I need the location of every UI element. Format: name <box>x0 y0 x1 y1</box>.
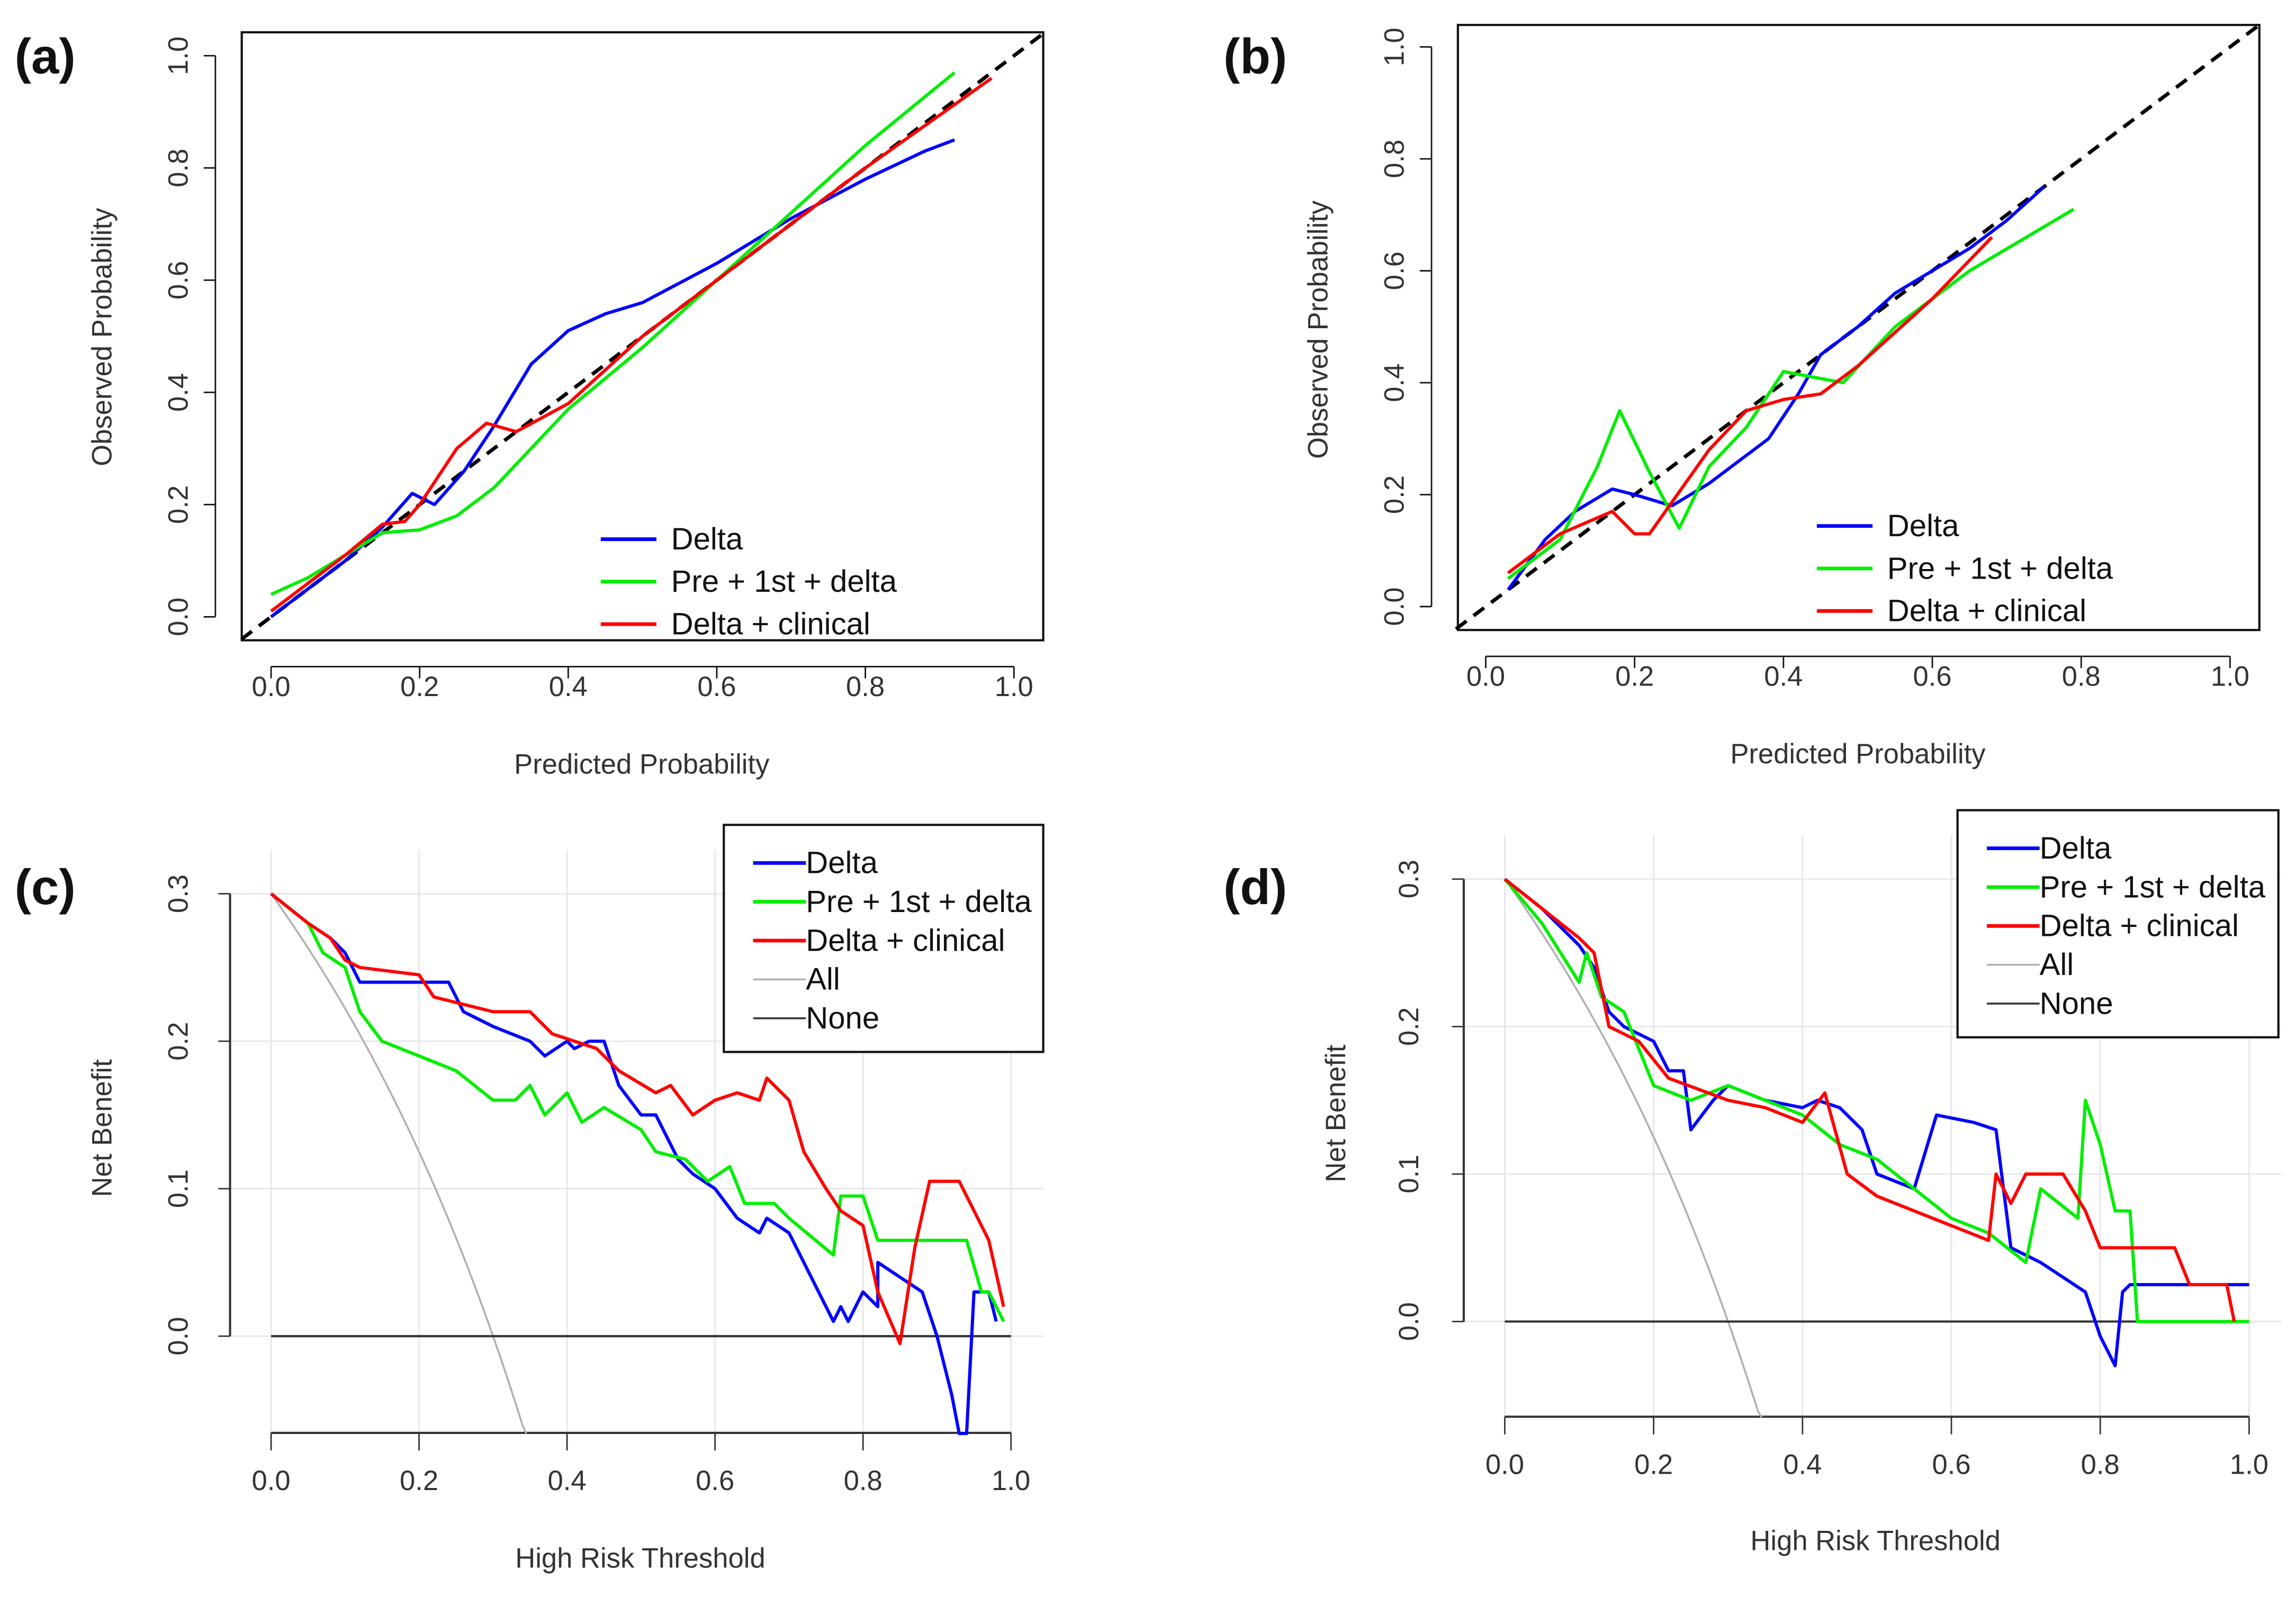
series-line-delta-clinical <box>1507 236 1993 574</box>
series-line-delta-clinical <box>1503 878 2236 1322</box>
legend-label: None <box>2040 986 2113 1021</box>
y-tick-label: 0.2 <box>1393 1007 1425 1046</box>
series-line-delta <box>270 138 956 618</box>
y-tick-label: 0.4 <box>1379 363 1410 402</box>
y-tick-label: 0.0 <box>163 598 194 636</box>
x-tick-label: 0.0 <box>1485 1449 1524 1480</box>
x-tick-label: 1.0 <box>995 671 1033 702</box>
x-tick-label: 0.4 <box>1783 1449 1822 1480</box>
series-line-delta-clinical <box>270 892 1005 1346</box>
x-axis-title: Predicted Probability <box>514 748 770 780</box>
plot-frame <box>1456 24 2261 631</box>
x-tick-label: 1.0 <box>992 1465 1030 1496</box>
y-tick-label: 0.2 <box>1379 475 1410 514</box>
y-axis-title: Observed Probability <box>1303 200 1334 459</box>
y-tick-label: 0.0 <box>163 1317 194 1356</box>
legend-label: Delta <box>2040 831 2112 865</box>
y-tick-label: 0.0 <box>1393 1302 1425 1341</box>
x-tick-label: 0.4 <box>549 671 588 702</box>
series-line-pre-1st-delta <box>1507 207 2075 580</box>
y-tick-label: 1.0 <box>163 37 194 75</box>
legend-label: Delta + clinical <box>671 607 870 642</box>
panel-d: (d) 0.0 0.2 0.4 0.6 0.8 1.0 0.0 0.1 0.2 0.3 High Ri… <box>1223 809 2282 1556</box>
panel-b: (b) 0.0 0.2 0.4 0.6 0.8 1.0 0.0 0.2 0.4 0.6 0.8 1.0 P… <box>1223 23 2261 770</box>
x-tick-label: 0.2 <box>1634 1449 1673 1480</box>
panel-c: (c) 0.0 0.2 0.4 0.6 0.8 1.0 0.0 0.1 0.2 0.3 High Ri… <box>15 824 1045 1574</box>
legend-label: Delta + clinical <box>2040 909 2239 943</box>
x-tick-label: 0.2 <box>400 1465 438 1496</box>
series-line-delta <box>1507 185 2045 591</box>
y-tick-label: 0.2 <box>163 1022 194 1060</box>
x-tick-label: 0.0 <box>251 1465 290 1496</box>
x-tick-label: 0.8 <box>2062 661 2101 692</box>
legend-label: Pre + 1st + delta <box>806 885 1032 919</box>
x-tick-label: 0.6 <box>1932 1449 1970 1480</box>
legend-label: All <box>806 962 840 997</box>
y-tick-label: 0.4 <box>163 373 194 412</box>
panel-label: (b) <box>1223 28 1287 84</box>
panel-label: (d) <box>1223 859 1287 915</box>
panel-label: (a) <box>15 28 76 84</box>
y-axis-title: Observed Probability <box>86 207 118 466</box>
x-tick-label: 0.4 <box>548 1465 587 1496</box>
legend-label: None <box>806 1001 879 1035</box>
legend-label: Delta <box>806 846 878 880</box>
reference-diagonal-line <box>1455 23 2261 630</box>
y-tick-label: 0.6 <box>1379 251 1410 290</box>
legend-label: Delta <box>1887 509 1959 543</box>
x-tick-label: 0.6 <box>697 671 736 702</box>
legend-label: Pre + 1st + delta <box>671 564 897 599</box>
y-tick-label: 0.2 <box>163 485 194 524</box>
x-tick-label: 0.0 <box>1466 661 1505 692</box>
legend-label: Delta <box>671 522 743 556</box>
series-line-pre-1st-delta <box>1503 878 2249 1323</box>
y-tick-label: 0.8 <box>1379 140 1410 178</box>
y-tick-label: 0.0 <box>1379 587 1410 626</box>
x-tick-label: 1.0 <box>2230 1449 2268 1480</box>
legend: Delta Pre + 1st + delta Delta + clinical <box>1816 509 2113 628</box>
x-tick-label: 0.6 <box>1913 661 1952 692</box>
legend-label: Delta + clinical <box>1887 594 2086 628</box>
x-tick-label: 0.6 <box>696 1465 734 1496</box>
y-axis-title: Net Benefit <box>86 1059 118 1197</box>
x-tick-label: 0.8 <box>844 1465 883 1496</box>
y-tick-label: 0.1 <box>163 1169 194 1208</box>
x-tick-label: 1.0 <box>2211 661 2249 692</box>
panel-label: (c) <box>15 859 76 915</box>
legend-label: Delta + clinical <box>806 923 1005 958</box>
plot-frame <box>240 31 1045 642</box>
series-all-line <box>1503 878 1763 1418</box>
legend-label: Pre + 1st + delta <box>2040 870 2266 904</box>
legend: Delta Pre + 1st + delta Delta + clinical Al… <box>1956 809 2280 1039</box>
y-tick-label: 1.0 <box>1379 28 1410 66</box>
legend-label: Pre + 1st + delta <box>1887 551 2113 585</box>
x-tick-label: 0.2 <box>1615 661 1654 692</box>
x-tick-label: 0.8 <box>2081 1449 2120 1480</box>
y-tick-label: 0.3 <box>163 874 194 913</box>
series-line-pre-1st-delta <box>270 892 1005 1322</box>
legend: Delta Pre + 1st + delta Delta + clinical <box>600 522 897 642</box>
y-axis-title: Net Benefit <box>1320 1044 1352 1183</box>
panel-a: (a) 0.0 0.2 0.4 0.6 0.8 1.0 0.0 0.2 0.4 0.6 0.8 1.0 P… <box>15 28 1045 780</box>
y-tick-label: 0.6 <box>163 261 194 300</box>
y-tick-label: 0.3 <box>1393 860 1425 898</box>
series-all-line <box>270 893 527 1434</box>
x-tick-label: 0.2 <box>400 671 439 702</box>
x-axis-title: High Risk Threshold <box>515 1543 765 1574</box>
x-tick-label: 0.4 <box>1764 661 1803 692</box>
legend: Delta Pre + 1st + delta Delta + clinical Al… <box>723 824 1045 1053</box>
legend-label: All <box>2040 948 2074 982</box>
reference-diagonal-line <box>240 32 1045 641</box>
x-axis-title: Predicted Probability <box>1730 738 1986 770</box>
y-tick-label: 0.1 <box>1393 1154 1425 1193</box>
x-axis-title: High Risk Threshold <box>1750 1525 2000 1556</box>
series-line-pre-1st-delta <box>270 71 956 596</box>
y-tick-label: 0.8 <box>163 149 194 187</box>
x-tick-label: 0.0 <box>251 671 290 702</box>
x-tick-label: 0.8 <box>846 671 885 702</box>
series-line-delta-clinical <box>270 77 993 613</box>
